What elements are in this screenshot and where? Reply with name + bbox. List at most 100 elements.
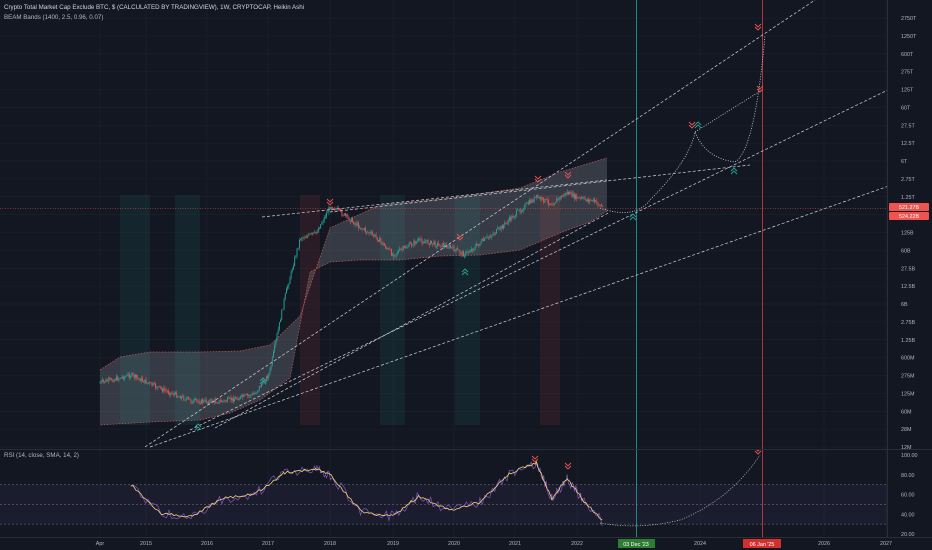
candle[interactable] bbox=[437, 243, 438, 247]
candle[interactable] bbox=[341, 210, 343, 216]
candle[interactable] bbox=[510, 217, 512, 221]
candle[interactable] bbox=[303, 237, 305, 239]
candle[interactable] bbox=[479, 243, 481, 246]
candle[interactable] bbox=[411, 243, 412, 246]
green-date-badge[interactable] bbox=[618, 539, 655, 548]
candle[interactable] bbox=[526, 202, 528, 204]
candle[interactable] bbox=[374, 234, 376, 237]
candle[interactable] bbox=[431, 240, 433, 244]
candle[interactable] bbox=[498, 227, 500, 229]
trend-line[interactable] bbox=[189, 85, 898, 431]
candle[interactable] bbox=[99, 382, 101, 384]
candle[interactable] bbox=[145, 379, 147, 384]
candle[interactable] bbox=[317, 228, 319, 233]
candle[interactable] bbox=[452, 246, 454, 248]
candle[interactable] bbox=[527, 202, 529, 205]
candle[interactable] bbox=[536, 195, 538, 198]
candle[interactable] bbox=[582, 197, 584, 199]
candle[interactable] bbox=[517, 209, 519, 211]
candle[interactable] bbox=[256, 391, 258, 394]
candle[interactable] bbox=[383, 243, 385, 246]
candle[interactable] bbox=[445, 244, 447, 246]
candle[interactable] bbox=[300, 239, 302, 240]
candle[interactable] bbox=[403, 246, 405, 248]
candle[interactable] bbox=[285, 288, 287, 294]
candle[interactable] bbox=[370, 232, 372, 234]
trend-line[interactable] bbox=[214, 211, 611, 429]
candle[interactable] bbox=[509, 217, 510, 221]
candle[interactable] bbox=[217, 403, 219, 404]
candle[interactable] bbox=[458, 249, 460, 251]
beam-lower-band[interactable] bbox=[99, 210, 608, 426]
candle[interactable] bbox=[342, 215, 344, 217]
candle[interactable] bbox=[322, 221, 324, 223]
candle[interactable] bbox=[385, 245, 387, 249]
candle[interactable] bbox=[441, 243, 443, 248]
sell-signal-icon[interactable] bbox=[564, 171, 572, 179]
candle[interactable] bbox=[222, 401, 224, 402]
candle[interactable] bbox=[241, 394, 243, 397]
candle[interactable] bbox=[339, 209, 340, 210]
buy-signal-icon[interactable] bbox=[461, 268, 469, 276]
candle[interactable] bbox=[367, 232, 369, 233]
candle[interactable] bbox=[144, 379, 146, 383]
candle[interactable] bbox=[232, 397, 234, 402]
candle[interactable] bbox=[474, 246, 476, 249]
candle[interactable] bbox=[408, 243, 410, 247]
candle[interactable] bbox=[309, 233, 311, 235]
candle[interactable] bbox=[112, 380, 114, 382]
candle[interactable] bbox=[485, 237, 487, 239]
candle[interactable] bbox=[450, 244, 451, 248]
candle[interactable] bbox=[138, 378, 140, 379]
sell-signal-icon[interactable] bbox=[326, 198, 334, 206]
candle[interactable] bbox=[185, 398, 187, 401]
candle[interactable] bbox=[560, 195, 562, 199]
candle[interactable] bbox=[516, 210, 517, 216]
candle[interactable] bbox=[140, 378, 142, 382]
candle[interactable] bbox=[480, 240, 482, 244]
time-axis[interactable]: Apr 2015 2016 2017 2018 2019 2020 2021 2022 2024 2… bbox=[96, 539, 892, 548]
candle[interactable] bbox=[294, 257, 296, 266]
candle[interactable] bbox=[500, 225, 502, 230]
candle[interactable] bbox=[248, 395, 250, 397]
candle[interactable] bbox=[549, 203, 551, 205]
candle[interactable] bbox=[249, 395, 251, 397]
candle[interactable] bbox=[143, 381, 145, 383]
candle[interactable] bbox=[488, 236, 490, 238]
candle[interactable] bbox=[197, 400, 199, 402]
candle[interactable] bbox=[304, 237, 306, 239]
price-pane[interactable] bbox=[0, 0, 900, 448]
candle[interactable] bbox=[439, 244, 441, 247]
candle[interactable] bbox=[466, 251, 468, 253]
candle[interactable] bbox=[421, 240, 423, 244]
candle[interactable] bbox=[481, 239, 483, 241]
candle[interactable] bbox=[455, 248, 457, 250]
trend-line[interactable] bbox=[329, 164, 751, 213]
candle[interactable] bbox=[265, 376, 267, 382]
candle[interactable] bbox=[359, 227, 361, 229]
candle[interactable] bbox=[267, 376, 269, 379]
candle[interactable] bbox=[199, 403, 201, 405]
symbol-legend[interactable]: Crypto Total Market Cap Exclude BTC, $ (… bbox=[4, 4, 305, 11]
candle[interactable] bbox=[520, 210, 522, 213]
candle[interactable] bbox=[163, 388, 165, 392]
candle[interactable] bbox=[137, 377, 139, 379]
candle[interactable] bbox=[302, 237, 304, 239]
candle[interactable] bbox=[184, 400, 186, 401]
candle[interactable] bbox=[252, 393, 254, 395]
candle[interactable] bbox=[372, 232, 374, 235]
candle[interactable] bbox=[244, 394, 246, 396]
candle[interactable] bbox=[593, 199, 595, 202]
candle[interactable] bbox=[198, 401, 200, 404]
candle[interactable] bbox=[453, 246, 455, 252]
candle[interactable] bbox=[311, 233, 313, 234]
candle[interactable] bbox=[557, 198, 559, 200]
candle[interactable] bbox=[513, 216, 515, 218]
candle[interactable] bbox=[214, 399, 215, 402]
candle[interactable] bbox=[110, 378, 112, 380]
candle[interactable] bbox=[545, 199, 547, 200]
candle[interactable] bbox=[268, 373, 270, 379]
candle[interactable] bbox=[347, 214, 349, 218]
candle[interactable] bbox=[310, 233, 312, 234]
